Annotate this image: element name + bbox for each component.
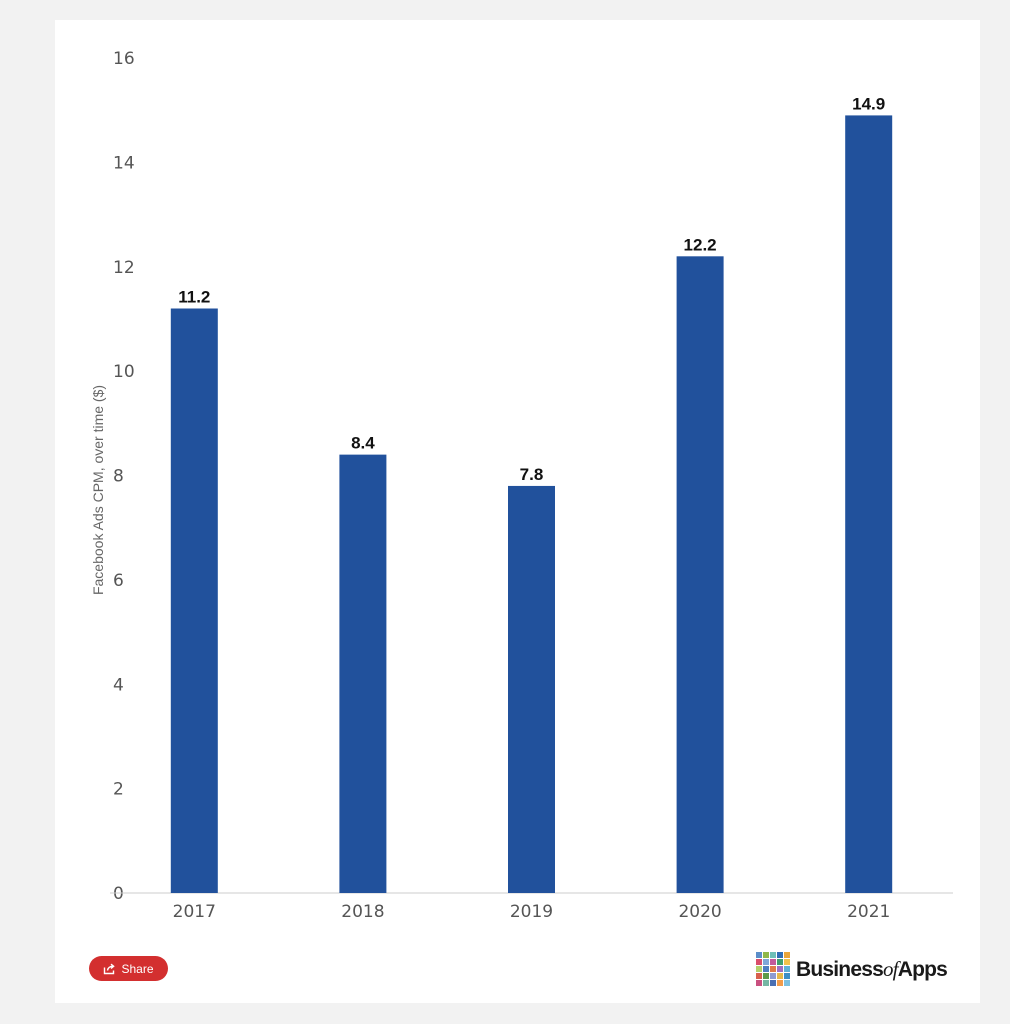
- y-tick-label: 8: [113, 467, 124, 487]
- logo-square: [756, 980, 762, 986]
- logo-square: [763, 966, 769, 972]
- logo-square: [770, 952, 776, 958]
- y-tick-label: 12: [113, 258, 135, 278]
- logo-grid-icon: [756, 952, 790, 986]
- y-axis-title: Facebook Ads CPM, over time ($): [90, 385, 106, 595]
- x-tick-label: 2020: [678, 902, 721, 922]
- logo-square: [763, 952, 769, 958]
- logo-square: [756, 973, 762, 979]
- logo-square: [770, 959, 776, 965]
- brand-name-business: Business: [796, 957, 884, 981]
- y-tick-label: 2: [113, 780, 124, 800]
- logo-square: [770, 980, 776, 986]
- logo-square: [770, 966, 776, 972]
- chart-card: 0 2 4 6 8 10 12 14 16 Facebook Ads CPM, over time…: [55, 20, 980, 1003]
- logo-square: [777, 952, 783, 958]
- brand-name: BusinessofApps: [796, 956, 948, 982]
- logo-square: [756, 966, 762, 972]
- logo-square: [770, 973, 776, 979]
- logo-square: [784, 959, 790, 965]
- logo-square: [763, 959, 769, 965]
- bar-2021: [845, 115, 893, 893]
- x-tick-label: 2017: [173, 902, 216, 922]
- logo-square: [777, 959, 783, 965]
- bar-2018: [339, 454, 387, 893]
- logo-square: [756, 959, 762, 965]
- logo-square: [784, 973, 790, 979]
- bar-2020: [676, 256, 724, 893]
- share-label: Share: [121, 961, 154, 976]
- share-icon: [104, 963, 116, 974]
- y-tick-label: 4: [113, 675, 124, 695]
- data-label-2018: 8.4: [351, 434, 375, 453]
- y-tick-label: 6: [113, 571, 124, 591]
- brand-name-of: of: [882, 956, 899, 981]
- logo-square: [784, 980, 790, 986]
- businessofapps-logo[interactable]: BusinessofApps: [756, 952, 948, 986]
- logo-square: [777, 966, 783, 972]
- logo-square: [784, 966, 790, 972]
- logo-square: [777, 980, 783, 986]
- x-tick-label: 2021: [847, 902, 890, 922]
- data-label-2021: 14.9: [852, 94, 885, 113]
- logo-square: [763, 973, 769, 979]
- x-tick-label: 2018: [341, 902, 384, 922]
- logo-square: [756, 952, 762, 958]
- logo-square: [763, 980, 769, 986]
- y-tick-label: 16: [113, 49, 135, 69]
- logo-square: [777, 973, 783, 979]
- brand-name-apps: Apps: [897, 957, 948, 981]
- y-tick-label: 0: [113, 884, 124, 904]
- data-label-2019: 7.8: [520, 465, 544, 484]
- x-tick-label: 2019: [510, 902, 553, 922]
- logo-square: [784, 952, 790, 958]
- data-label-2017: 11.2: [178, 288, 210, 307]
- bar-2017: [170, 308, 218, 893]
- y-tick-label: 14: [113, 153, 135, 173]
- share-button[interactable]: Share: [89, 956, 168, 981]
- data-label-2020: 12.2: [684, 235, 717, 254]
- bar-chart: 0 2 4 6 8 10 12 14 16 Facebook Ads CPM, over time…: [90, 49, 953, 922]
- bar-2019: [508, 485, 555, 893]
- y-tick-label: 10: [113, 362, 135, 382]
